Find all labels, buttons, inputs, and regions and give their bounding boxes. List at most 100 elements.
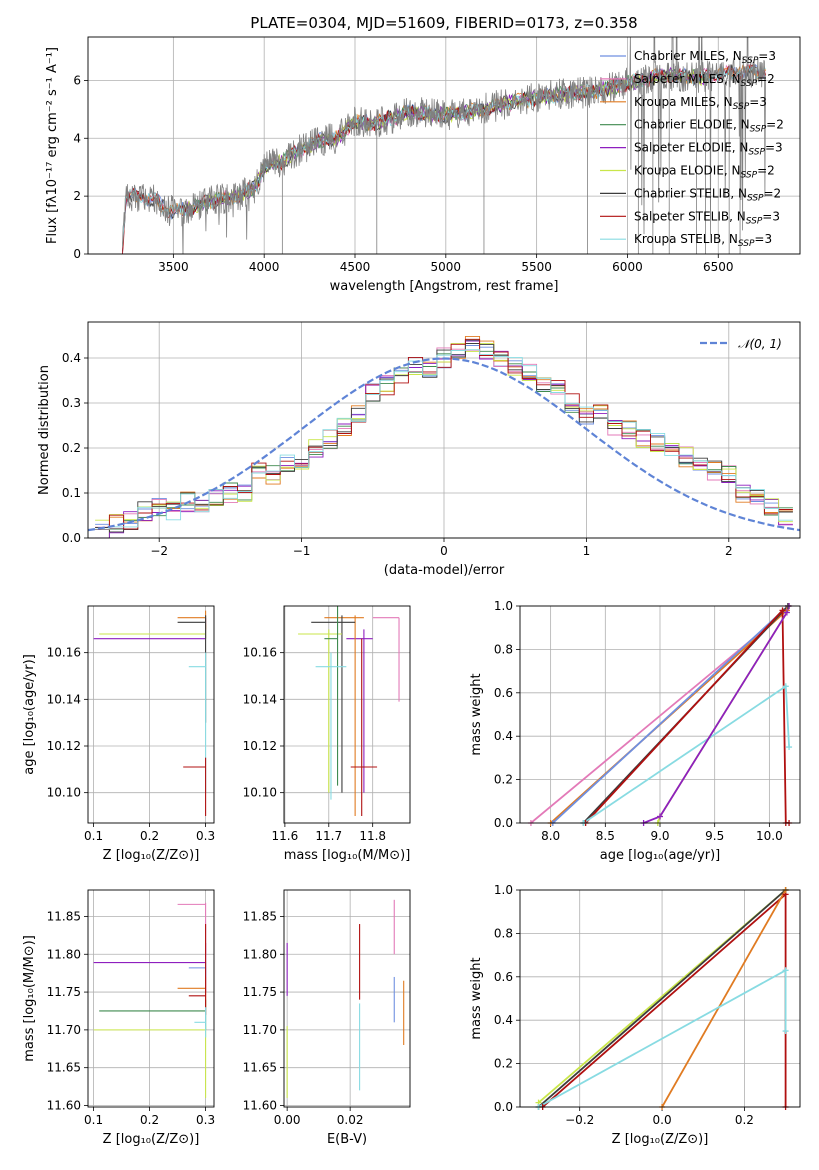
x-tick-label: 3500 bbox=[158, 260, 189, 274]
legend-n: =2 bbox=[757, 164, 775, 178]
series-marker bbox=[782, 1028, 789, 1035]
x-axis-label: Z [log₁₀(Z/Z⊙)] bbox=[103, 848, 200, 863]
legend-entry: Salpeter MILES, NSSP=2 bbox=[634, 72, 775, 89]
x-axis-label: wavelength [Angstrom, rest frame] bbox=[330, 279, 559, 294]
axes-frame bbox=[87, 36, 801, 255]
y-tick-label: 0.2 bbox=[494, 773, 513, 787]
legend-subscript: SSP bbox=[750, 125, 767, 135]
y-tick-label: 10.14 bbox=[243, 692, 277, 706]
legend-subscript: SSP bbox=[738, 239, 755, 249]
series-line-salpeter_stelib bbox=[584, 608, 790, 823]
legend-n: =3 bbox=[754, 232, 772, 246]
mass-vs-Z-panel: 0.1 0.2 0.3 11.60 11.65 11.70 11.75 11.80 11.85 Z… bbox=[22, 889, 215, 1147]
x-tick-label: 8.5 bbox=[596, 829, 615, 843]
x-tick-label: −2 bbox=[150, 544, 168, 558]
y-tick-label: 11.60 bbox=[47, 1098, 81, 1112]
y-tick-label: 11.85 bbox=[47, 909, 81, 923]
y-axis-label: age [log₁₀(age/yr)] bbox=[22, 654, 37, 775]
x-tick-label: 11.8 bbox=[359, 829, 386, 843]
plot-area bbox=[88, 335, 800, 538]
legend-n: =2 bbox=[757, 72, 775, 86]
x-tick-label: 0.3 bbox=[196, 829, 215, 843]
x-tick-label: 6500 bbox=[703, 260, 734, 274]
series-marker bbox=[779, 607, 786, 614]
gaussian-curve bbox=[88, 357, 800, 532]
x-tick-label: 0.1 bbox=[84, 829, 103, 843]
y-tick-label: 0.3 bbox=[62, 396, 81, 410]
legend-entry: Salpeter ELODIE, NSSP=3 bbox=[634, 141, 783, 158]
x-tick-label: −1 bbox=[293, 544, 311, 558]
legend-entry: Kroupa ELODIE, NSSP=2 bbox=[634, 164, 775, 181]
residuals-panel: −2 −1 0 1 2 0.0 0.1 0.2 0.3 0.4 (data-model)/error… bbox=[37, 321, 801, 578]
legend-entry: 𝒩(0, 1) bbox=[738, 337, 782, 351]
x-axis-label: mass [log₁₀(M/M⊙)] bbox=[284, 848, 411, 863]
series-marker bbox=[657, 813, 663, 820]
x-tick-label: 0.1 bbox=[84, 1113, 103, 1127]
y-tick-label: 11.75 bbox=[243, 985, 277, 999]
x-tick-label: 8.0 bbox=[541, 829, 560, 843]
legend-subscript: SSP bbox=[741, 171, 758, 181]
y-tick-label: 1.0 bbox=[494, 599, 513, 613]
chart-title: PLATE=0304, MJD=51609, FIBERID=0173, z=0… bbox=[250, 14, 637, 32]
y-tick-label: 1.0 bbox=[494, 883, 513, 897]
legend-n: =3 bbox=[749, 95, 767, 109]
legend-entry: Chabrier MILES, NSSP=3 bbox=[634, 49, 776, 66]
legend-entry: Chabrier ELODIE, NSSP=2 bbox=[634, 118, 784, 135]
x-tick-label: 1 bbox=[583, 544, 591, 558]
x-tick-label: 9.0 bbox=[650, 829, 669, 843]
axes-frame bbox=[283, 889, 411, 1108]
x-tick-label: 0.2 bbox=[140, 1113, 159, 1127]
y-tick-label: 11.80 bbox=[47, 947, 81, 961]
y-tick-label: 6 bbox=[73, 73, 81, 87]
legend-entry: Chabrier STELIB, NSSP=2 bbox=[634, 186, 781, 203]
hist-step-kroupa_stelib bbox=[95, 349, 793, 530]
y-tick-label: 0.6 bbox=[494, 686, 513, 700]
series-line-chabrier_stelib bbox=[537, 890, 787, 1107]
x-tick-label: 5500 bbox=[521, 260, 552, 274]
y-tick-label: 10.14 bbox=[47, 692, 81, 706]
axes-frame bbox=[283, 605, 411, 824]
x-axis-label: Z [log₁₀(Z/Z⊙)] bbox=[103, 1132, 200, 1147]
plot-area bbox=[122, 37, 766, 254]
y-tick-label: 11.65 bbox=[243, 1061, 277, 1075]
y-tick-label: 10.12 bbox=[47, 739, 81, 753]
series-marker bbox=[782, 683, 789, 690]
model-line-kroupa_stelib bbox=[122, 65, 766, 246]
y-axis-label: mass weight bbox=[469, 957, 484, 1039]
y-tick-label: 0.8 bbox=[494, 642, 513, 656]
series-line-kroupa_miles bbox=[661, 890, 787, 1107]
hist-step-salpeter_miles bbox=[95, 347, 793, 529]
x-tick-label: 6000 bbox=[612, 260, 643, 274]
x-tick-label: 10.0 bbox=[756, 829, 783, 843]
y-tick-label: 11.70 bbox=[243, 1023, 277, 1037]
legend-entry: Salpeter STELIB, NSSP=3 bbox=[634, 209, 780, 226]
x-tick-label: 0.00 bbox=[274, 1113, 301, 1127]
age-vs-mass-panel: 11.6 11.7 11.8 10.10 10.12 10.14 10.16 mass [lo… bbox=[243, 605, 411, 863]
y-tick-label: 0.4 bbox=[494, 1013, 513, 1027]
y-tick-label: 0.6 bbox=[494, 970, 513, 984]
y-tick-label: 0.4 bbox=[62, 351, 81, 365]
axes-frame bbox=[87, 889, 215, 1108]
x-tick-label: 11.7 bbox=[315, 829, 342, 843]
x-axis-label: age [log₁₀(age/yr)] bbox=[600, 848, 721, 863]
plot-area bbox=[286, 899, 405, 1098]
y-tick-label: 10.12 bbox=[243, 739, 277, 753]
y-tick-label: 0.2 bbox=[62, 441, 81, 455]
series-line-salpeter_miles bbox=[530, 606, 789, 823]
axes-frame bbox=[519, 605, 801, 824]
y-tick-label: 2 bbox=[73, 189, 81, 203]
axes-frame bbox=[87, 321, 801, 539]
plot-area bbox=[298, 606, 400, 816]
axes-frame bbox=[519, 889, 801, 1108]
x-tick-label: 9.5 bbox=[705, 829, 724, 843]
y-tick-label: 11.60 bbox=[243, 1098, 277, 1112]
x-axis-label: Z [log₁₀(Z/Z⊙)] bbox=[612, 1132, 709, 1147]
y-axis-label: mass [log₁₀(M/M⊙)] bbox=[22, 935, 37, 1062]
series-line-salpeter_elodie bbox=[643, 606, 790, 823]
x-tick-label: 0.02 bbox=[337, 1113, 364, 1127]
y-tick-label: 4 bbox=[73, 131, 81, 145]
x-tick-label: 4000 bbox=[249, 260, 280, 274]
y-tick-label: 0.1 bbox=[62, 486, 81, 500]
massweight-vs-Z-panel: −0.2 0.0 0.2 0.0 0.2 0.4 0.6 0.8 1.0 Z [log₁₀(Z/Z… bbox=[469, 883, 801, 1147]
x-tick-label: 0.2 bbox=[735, 1113, 754, 1127]
